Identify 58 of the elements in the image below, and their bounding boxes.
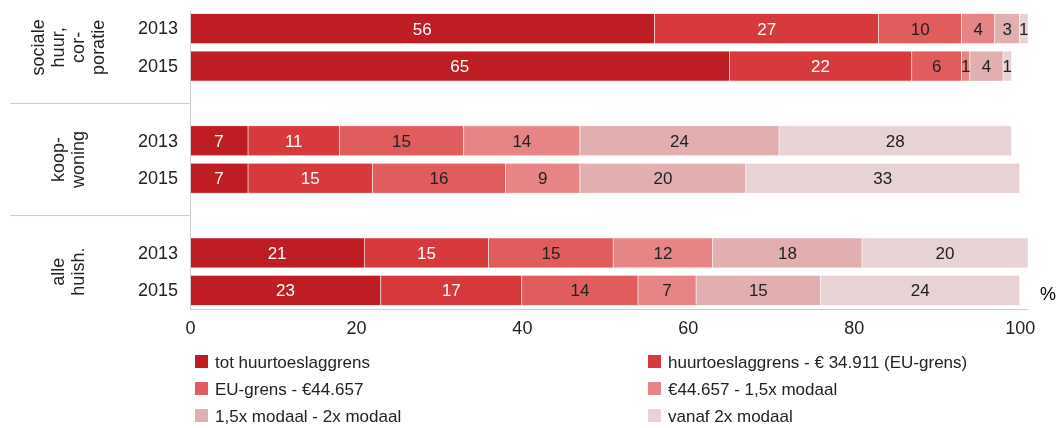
data-label: 14 — [512, 131, 532, 151]
data-label: 18 — [777, 244, 797, 264]
text: sociale huur, cor- poratie — [28, 19, 109, 76]
data-label: 15 — [392, 131, 412, 151]
data-label: 20 — [935, 244, 955, 264]
y-tick-label: 2015 — [137, 55, 178, 76]
data-label: 24 — [670, 131, 689, 151]
data-label: 65 — [450, 57, 470, 77]
data-label: 15 — [300, 169, 320, 189]
x-tick-label: 100 — [1005, 317, 1036, 338]
data-label: 22 — [811, 57, 831, 77]
y-tick-label: 2013 — [137, 18, 178, 39]
data-label: 11 — [284, 131, 303, 151]
x-axis-title: % — [1039, 284, 1056, 305]
data-label: 3 — [1002, 19, 1012, 39]
y-tick-label: 2015 — [137, 280, 178, 301]
legend-label: vanaf 2x modaal — [668, 406, 793, 426]
data-label: 28 — [885, 131, 905, 151]
data-label: 15 — [748, 281, 768, 301]
data-label: 4 — [981, 57, 992, 77]
legend-label: EU-grens - €44.657 — [215, 379, 364, 399]
y-tick-label: 2015 — [137, 167, 178, 188]
x-tick-label: 0 — [185, 317, 196, 338]
data-label: 27 — [757, 19, 777, 39]
data-label: 15 — [541, 244, 561, 264]
x-tick-label: 20 — [346, 317, 367, 338]
data-label: 1 — [1019, 19, 1029, 39]
text: koop- woning — [48, 130, 89, 190]
data-label: 1 — [1002, 57, 1012, 77]
legend-label: €44.657 - 1,5x modaal — [668, 379, 838, 399]
data-label: 10 — [910, 19, 930, 39]
data-label: 6 — [932, 57, 942, 77]
data-label: 12 — [653, 244, 673, 264]
data-label: 23 — [275, 281, 295, 301]
data-label: 4 — [973, 19, 983, 39]
x-tick-label: 40 — [512, 317, 533, 338]
data-label: 1 — [961, 57, 971, 77]
legend-label: 1,5x modaal - 2x modaal — [215, 406, 402, 426]
data-label: 17 — [441, 281, 461, 301]
data-label: 15 — [417, 244, 436, 264]
data-label: 7 — [214, 131, 224, 151]
x-tick-label: 60 — [678, 317, 699, 338]
data-label: 7 — [214, 169, 224, 189]
data-label: 33 — [873, 169, 893, 189]
data-label: 21 — [267, 244, 287, 264]
y-tick-label: 2013 — [137, 130, 178, 151]
text: alle huish. — [48, 247, 89, 296]
data-label: 20 — [653, 169, 673, 189]
data-label: 7 — [662, 281, 672, 301]
legend-label: tot huurtoeslaggrens — [215, 352, 370, 372]
data-label: 56 — [412, 19, 432, 39]
legend-label: huurtoeslaggrens - € 34.911 (EU-grens) — [668, 352, 968, 372]
data-label: 16 — [429, 169, 449, 189]
x-tick-label: 80 — [844, 317, 865, 338]
data-label: 24 — [910, 281, 930, 301]
data-label: 9 — [537, 169, 548, 189]
data-label: 14 — [570, 281, 590, 301]
y-tick-label: 2013 — [137, 242, 178, 263]
